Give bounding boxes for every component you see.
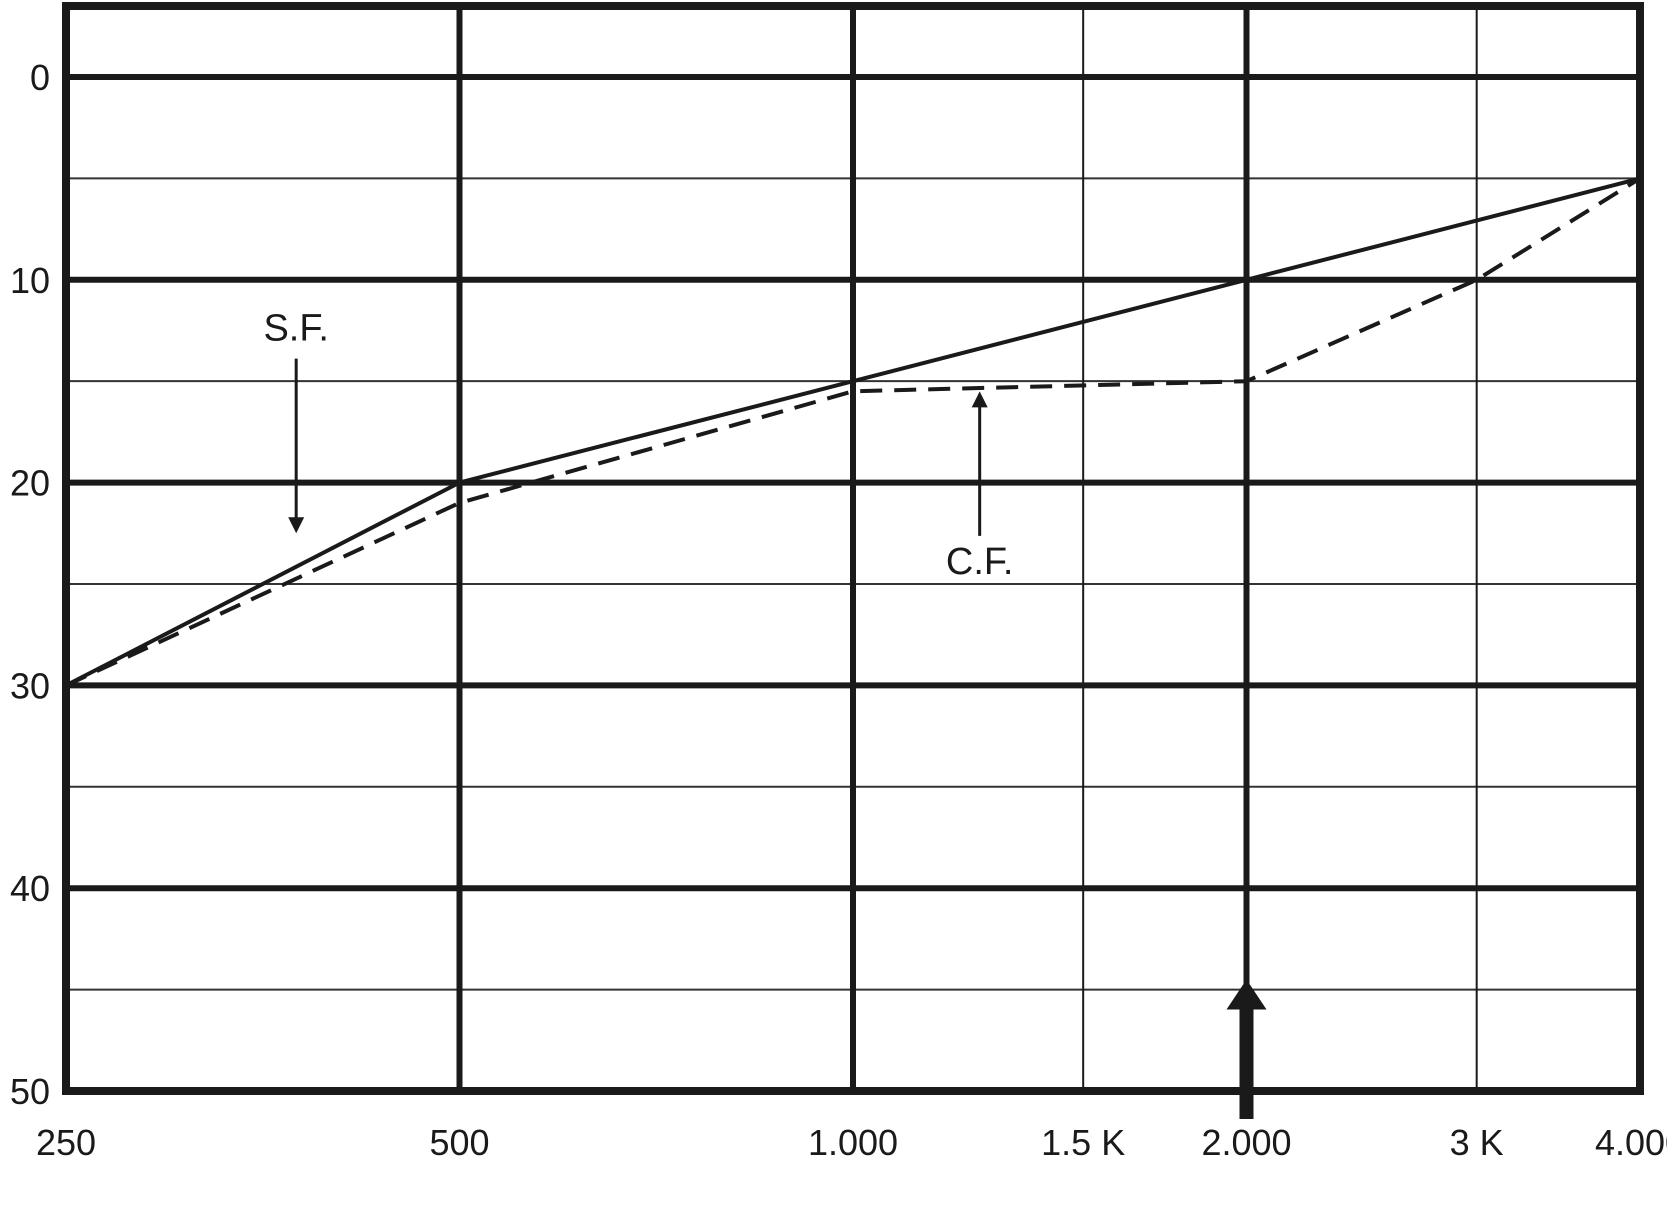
y-tick-label: 50 [10, 1071, 50, 1112]
x-tick-label: 1.5 K [1041, 1122, 1125, 1163]
marker-arrowhead [1226, 979, 1267, 1010]
annotation-arrowhead-c-f [971, 391, 988, 408]
x-tick-label: 500 [429, 1122, 489, 1163]
y-tick-label: 30 [10, 665, 50, 706]
series-layer [65, 176, 1642, 688]
annotation-label-c-f: C.F. [946, 541, 1014, 583]
y-tick-label: 40 [10, 868, 50, 909]
x-tick-label: 3 K [1450, 1122, 1504, 1163]
y-tick-label: 0 [30, 57, 50, 98]
series-line-s-f [65, 176, 1641, 688]
marker-arrow-shaft [1239, 1007, 1254, 1119]
annotation-label-s-f: S.F. [263, 308, 328, 350]
plot-frame [62, 2, 1644, 1095]
grid-layer [62, 2, 1644, 1095]
series-line-c-f [65, 176, 1642, 688]
x-tick-label: 250 [36, 1122, 96, 1163]
y-tick-label: 20 [10, 463, 50, 504]
y-tick-label: 10 [10, 260, 50, 301]
tick-label-layer: 0 10 20 30 40 50 250 500 1.000 1.5 K 2.000 3 K 4.000 [10, 57, 1667, 1163]
x-tick-label: 4.000 [1595, 1122, 1667, 1163]
x-tick-label: 2.000 [1201, 1122, 1291, 1163]
annotation-layer: S.F. C.F. [263, 308, 1267, 1119]
annotation-arrowhead-s-f [288, 517, 305, 534]
x-tick-label: 1.000 [808, 1122, 898, 1163]
